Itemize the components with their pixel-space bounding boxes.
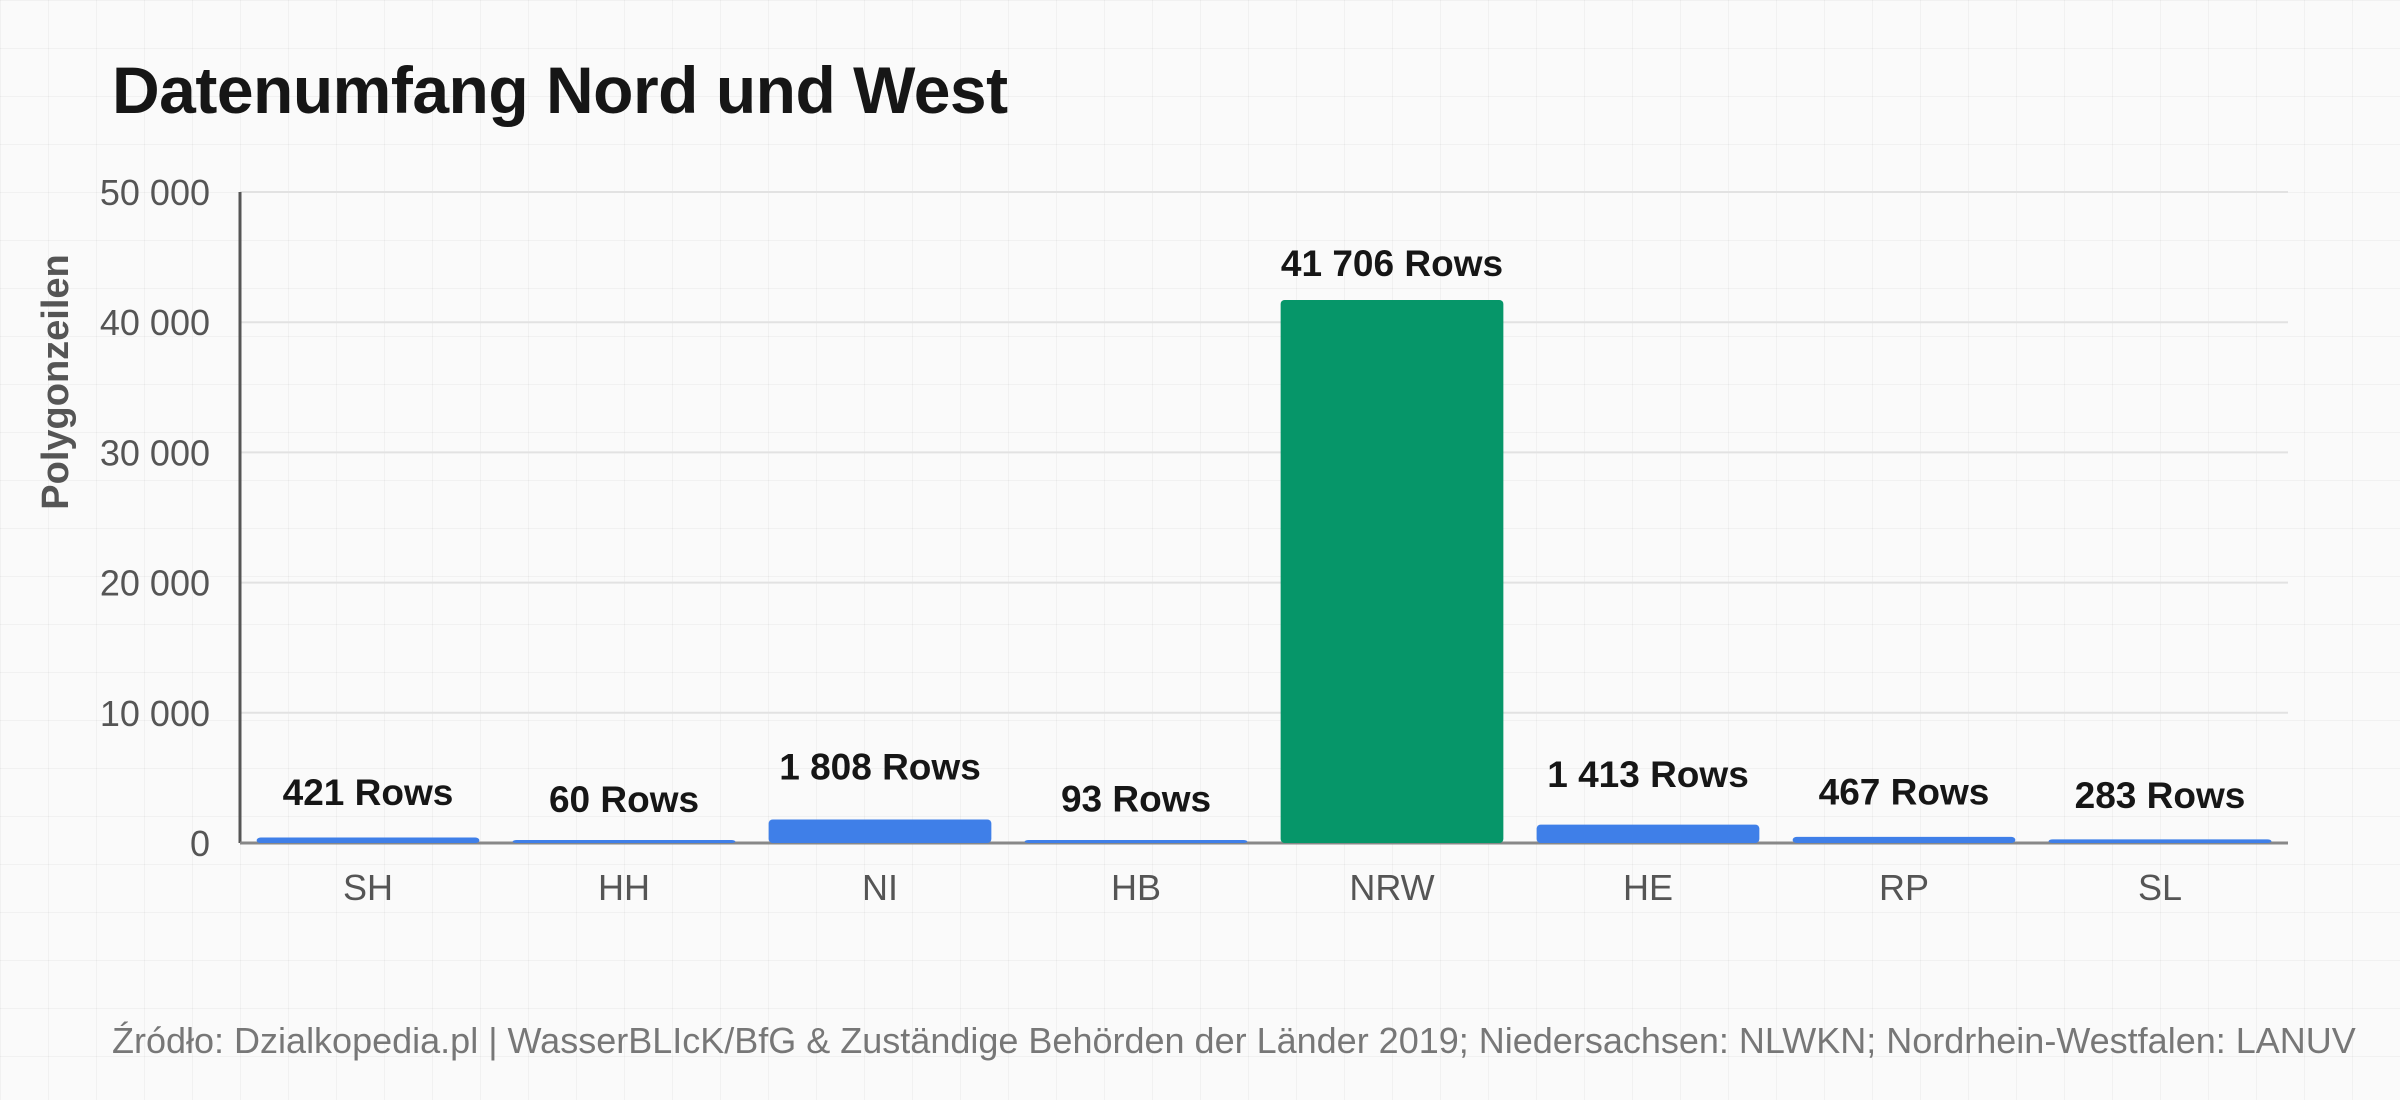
bars [256, 299, 2272, 843]
x-tick-label: HB [1111, 867, 1161, 908]
x-tick-label: SH [343, 867, 393, 908]
bar-he [1536, 824, 1760, 843]
axes [238, 192, 2288, 845]
x-tick-label: RP [1879, 867, 1929, 908]
data-label: 1 413 Rows [1547, 754, 1749, 795]
bar-ni [768, 819, 992, 843]
y-tick-label: 30 000 [100, 432, 210, 473]
y-tick-label: 40 000 [100, 302, 210, 343]
y-tick-label: 10 000 [100, 693, 210, 734]
y-axis-label: Polygonzeilen [35, 254, 77, 509]
data-label: 467 Rows [1819, 771, 1990, 812]
y-tick-label: 0 [190, 823, 210, 864]
source-note: Źródło: Dzialkopedia.pl | WasserBLIcK/Bf… [112, 1020, 2356, 1061]
bar-sl [2048, 839, 2272, 843]
x-tick-label: NRW [1349, 867, 1434, 908]
bar-hb [1024, 840, 1248, 843]
data-label: 41 706 Rows [1281, 243, 1503, 284]
x-tick-label: NI [862, 867, 898, 908]
bar-hh [512, 840, 736, 843]
data-label: 93 Rows [1061, 778, 1211, 819]
tick-labels: 0 10 000 20 000 30 000 40 000 50 000 SH HH NI HB N… [100, 172, 2182, 908]
x-tick-label: HE [1623, 867, 1673, 908]
chart-title: Datenumfang Nord und West [112, 53, 1008, 127]
y-tick-label: 50 000 [100, 172, 210, 213]
data-label: 60 Rows [549, 779, 699, 820]
data-label: 1 808 Rows [779, 747, 981, 788]
data-label: 421 Rows [283, 772, 454, 813]
y-tick-label: 20 000 [100, 563, 210, 604]
data-labels: 421 Rows 60 Rows 1 808 Rows 93 Rows 41 706 R… [283, 243, 2246, 820]
grid-lines [240, 191, 2288, 714]
bar-rp [1792, 836, 2016, 843]
x-tick-label: HH [598, 867, 650, 908]
data-label: 283 Rows [2075, 775, 2246, 816]
x-tick-label: SL [2138, 867, 2182, 908]
bar-sh [256, 837, 480, 843]
bar-nrw [1280, 299, 1504, 843]
